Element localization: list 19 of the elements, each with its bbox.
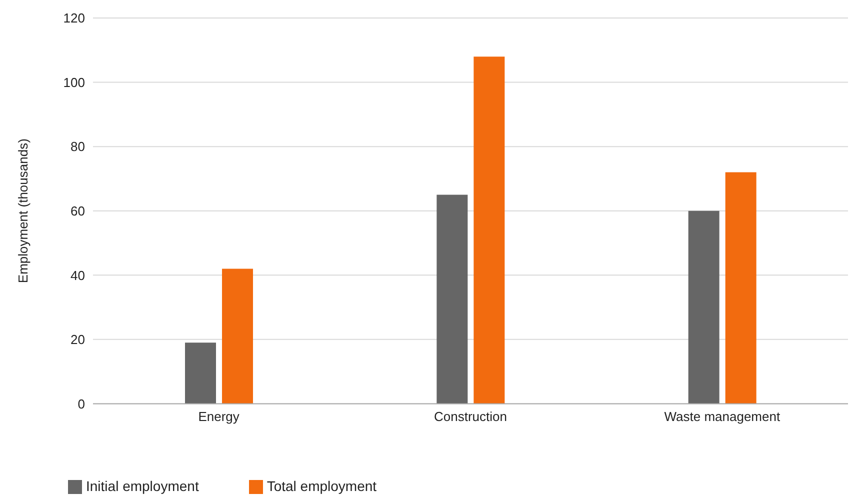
legend-label: Total employment [266, 478, 377, 494]
x-tick-label: Construction [434, 408, 507, 424]
x-tick-label: Energy [198, 408, 240, 424]
y-tick-label: 40 [70, 268, 85, 283]
y-tick-label: 120 [63, 10, 85, 26]
y-axis-title: Employment (thousands) [16, 138, 31, 284]
y-tick-label: 60 [70, 203, 85, 218]
y-tick-label: 80 [70, 139, 85, 154]
x-tick-label: Waste management [664, 408, 780, 424]
bar [185, 342, 216, 404]
y-tick-label: 20 [70, 332, 85, 348]
bar [725, 172, 756, 404]
bar [688, 210, 720, 404]
y-tick-label: 0 [78, 396, 85, 412]
legend-label: Initial employment [86, 478, 199, 494]
y-tick-label: 100 [63, 74, 85, 90]
bar [474, 56, 505, 404]
bar [436, 194, 468, 404]
bar [222, 268, 253, 404]
